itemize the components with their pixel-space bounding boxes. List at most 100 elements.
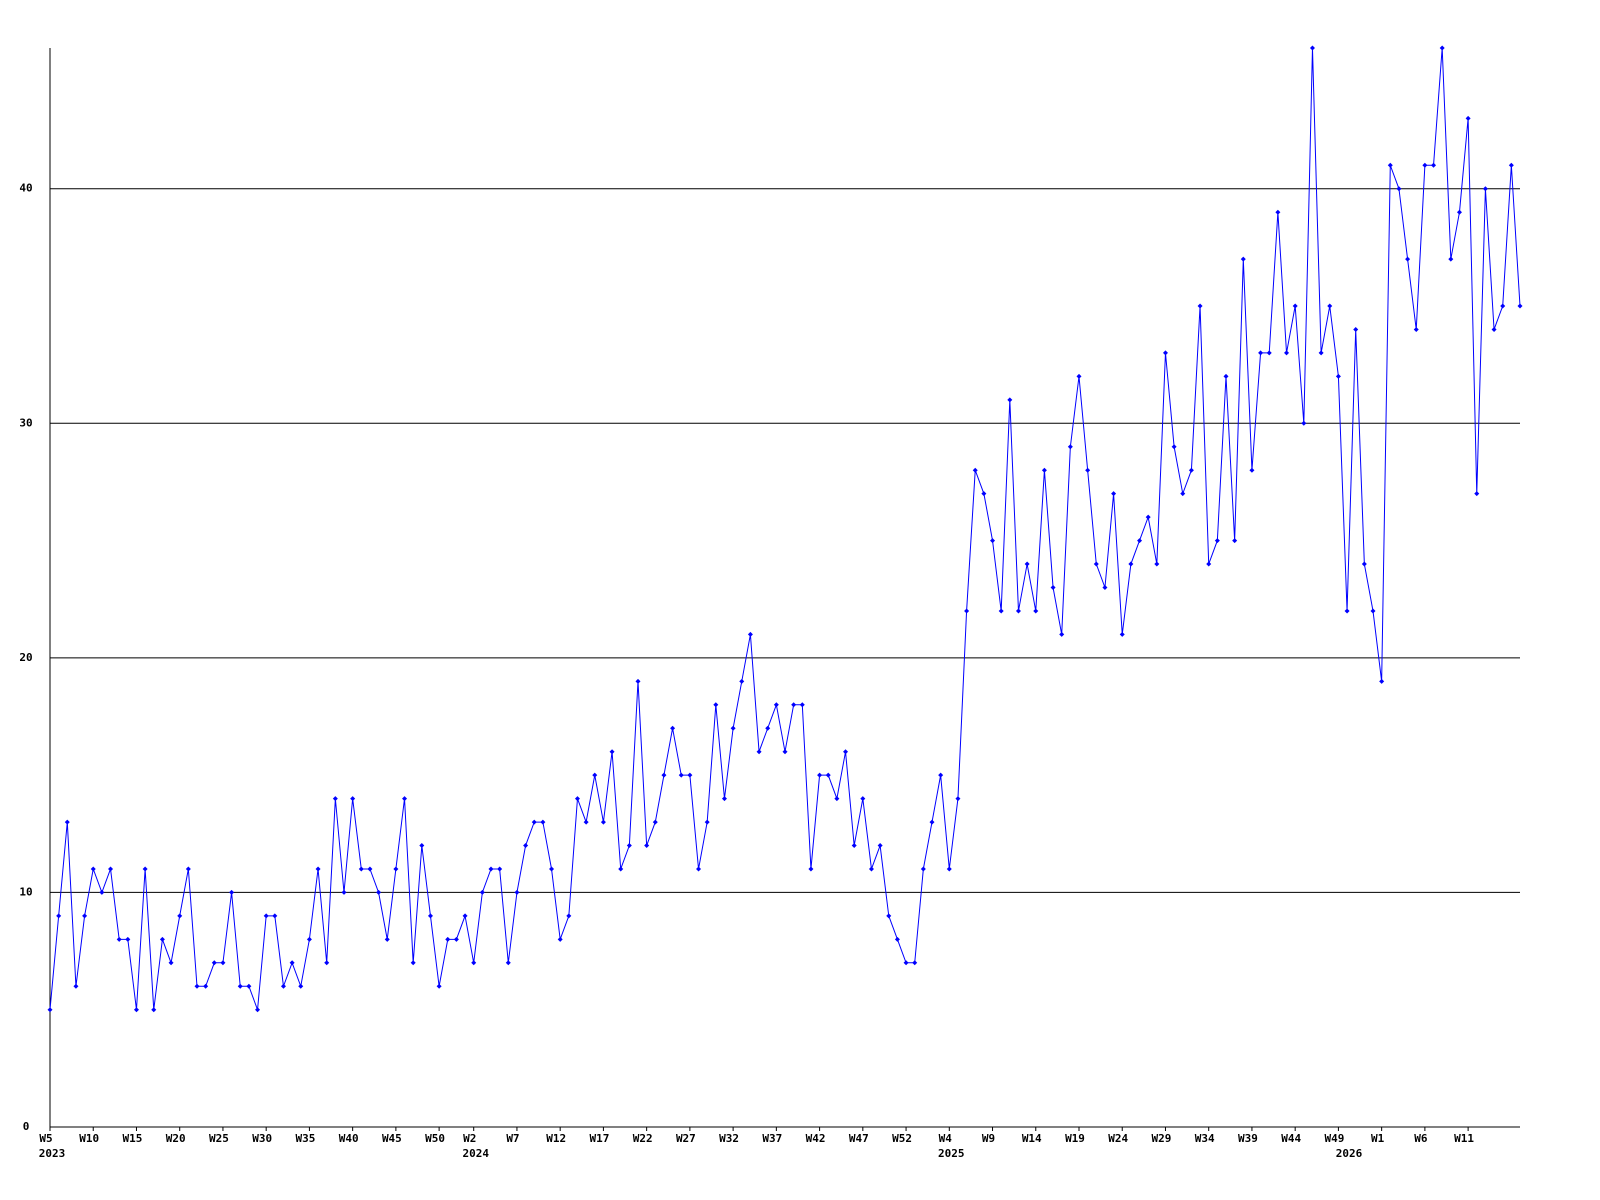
x-tick-label: W39	[1238, 1132, 1258, 1145]
point	[549, 866, 555, 872]
point	[903, 960, 909, 966]
point	[1188, 467, 1194, 473]
point	[1335, 373, 1341, 379]
point	[765, 725, 771, 731]
point	[618, 866, 624, 872]
point	[531, 819, 537, 825]
point	[635, 678, 641, 684]
point	[566, 913, 572, 919]
x-tick-label: W11	[1454, 1132, 1474, 1145]
point	[1223, 373, 1229, 379]
point	[1405, 256, 1411, 262]
y-tick-label: 40	[19, 182, 32, 195]
point	[194, 983, 200, 989]
point	[410, 960, 416, 966]
point	[220, 960, 226, 966]
x-tick-label: W50	[425, 1132, 445, 1145]
point	[1491, 326, 1497, 332]
point	[1517, 303, 1523, 309]
point	[514, 889, 520, 895]
point	[108, 866, 114, 872]
point	[116, 936, 122, 942]
point	[306, 936, 312, 942]
point	[600, 819, 606, 825]
point	[912, 960, 918, 966]
point	[894, 936, 900, 942]
point	[1214, 538, 1220, 544]
point	[1465, 115, 1471, 121]
point	[1309, 45, 1315, 51]
point	[644, 843, 650, 849]
point	[272, 913, 278, 919]
point	[938, 772, 944, 778]
point	[1240, 256, 1246, 262]
point	[1145, 514, 1151, 520]
point	[471, 960, 477, 966]
y-tick-label: 20	[19, 651, 32, 664]
point	[203, 983, 209, 989]
x-tick-label: W45	[382, 1132, 402, 1145]
point	[90, 866, 96, 872]
point	[739, 678, 745, 684]
point	[497, 866, 503, 872]
point	[1171, 444, 1177, 450]
x-tick-label: W10	[79, 1132, 99, 1145]
point	[1162, 350, 1168, 356]
point	[1033, 608, 1039, 614]
x-tick-label: W29	[1152, 1132, 1172, 1145]
point	[1266, 350, 1272, 356]
x-tick-label: W27	[676, 1132, 696, 1145]
point	[946, 866, 952, 872]
point	[609, 749, 615, 755]
year-label: 2023	[39, 1147, 66, 1160]
point	[64, 819, 70, 825]
point	[367, 866, 373, 872]
point	[350, 796, 356, 802]
x-tick-label: W1	[1371, 1132, 1385, 1145]
x-tick-label: W17	[589, 1132, 609, 1145]
point	[955, 796, 961, 802]
point	[1024, 561, 1030, 567]
point	[1154, 561, 1160, 567]
point	[488, 866, 494, 872]
y-tick-label: 30	[19, 416, 32, 429]
year-label: 2025	[938, 1147, 965, 1160]
x-tick-label: W9	[982, 1132, 995, 1145]
x-tick-label: W2	[463, 1132, 476, 1145]
point	[670, 725, 676, 731]
x-tick-label: W22	[633, 1132, 653, 1145]
point	[661, 772, 667, 778]
point	[376, 889, 382, 895]
point	[868, 866, 874, 872]
point	[1508, 162, 1514, 168]
point	[1482, 186, 1488, 192]
point	[1128, 561, 1134, 567]
point	[1413, 326, 1419, 332]
point	[255, 1007, 261, 1013]
point	[1275, 209, 1281, 215]
point	[1015, 608, 1021, 614]
point	[1456, 209, 1462, 215]
point	[583, 819, 589, 825]
point	[1422, 162, 1428, 168]
point	[972, 467, 978, 473]
point	[1361, 561, 1367, 567]
point	[1076, 373, 1082, 379]
point	[1284, 350, 1290, 356]
point	[687, 772, 693, 778]
point	[229, 889, 235, 895]
x-tick-label: W37	[762, 1132, 782, 1145]
point	[817, 772, 823, 778]
point	[1102, 585, 1108, 590]
point	[462, 913, 468, 919]
point	[808, 866, 814, 872]
point	[998, 608, 1004, 614]
point	[747, 631, 753, 637]
x-tick-label: W14	[1022, 1132, 1042, 1145]
point	[1327, 303, 1333, 309]
year-label: 2026	[1336, 1147, 1363, 1160]
point	[626, 843, 632, 849]
point	[315, 866, 321, 872]
point	[1197, 303, 1203, 309]
